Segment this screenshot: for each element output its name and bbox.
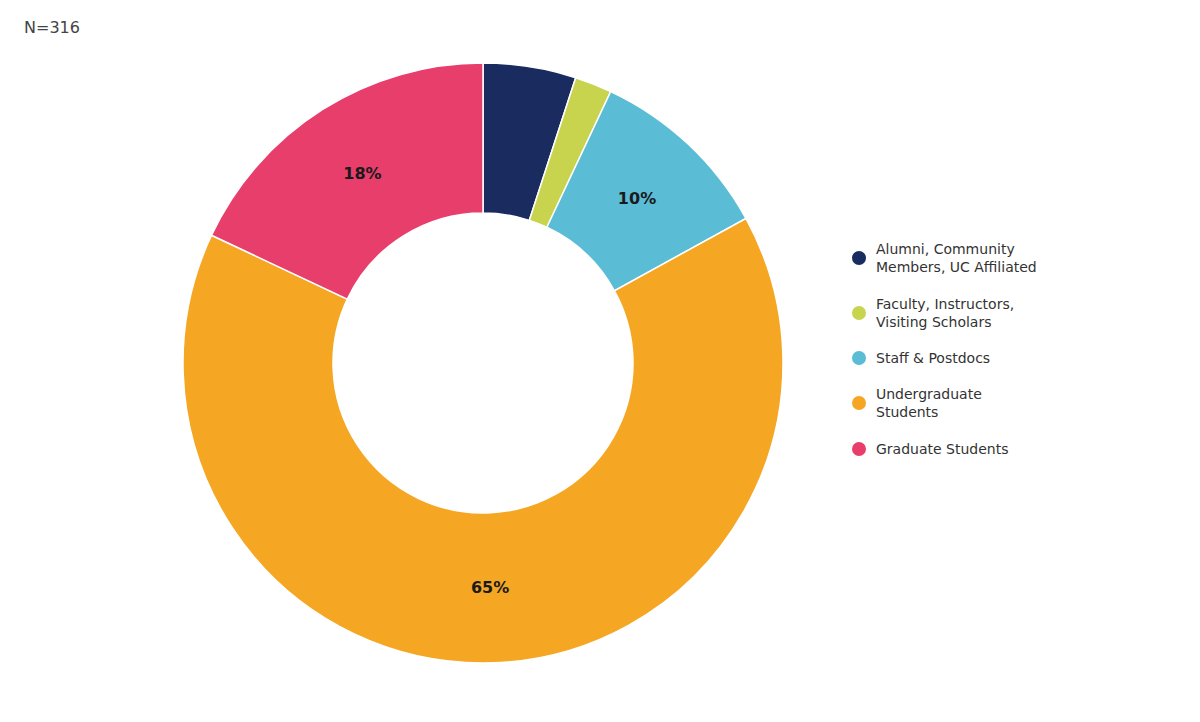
html-text:Alumni, Community Members, UC: Alumni, Community Members, UC Affiliated	[876, 241, 1037, 276]
html-text:Faculty, Instructors, Visiting: Faculty, Instructors, Visiting Scholars	[876, 295, 1015, 330]
html-text:Graduate Students: Graduate Students	[876, 440, 1009, 457]
html-text:Undergraduate Students: Undergraduate Students	[876, 386, 982, 421]
svg-text:18%: 18%	[343, 164, 381, 183]
html-text:N=316: N=316	[24, 18, 80, 37]
svg-text:65%: 65%	[471, 578, 509, 597]
svg-text:10%: 10%	[618, 189, 656, 208]
html-text:Staff & Postdocs: Staff & Postdocs	[876, 350, 991, 366]
